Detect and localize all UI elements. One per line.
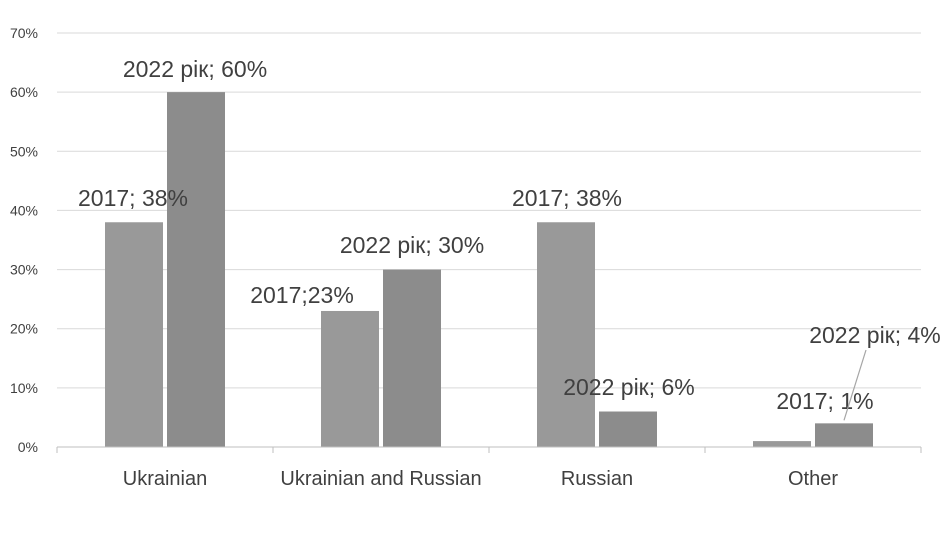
x-category-label: Ukrainian xyxy=(123,468,207,490)
data-label: 2022 рік; 60% xyxy=(123,56,267,82)
y-tick-label: 50% xyxy=(10,143,38,159)
bar-2017 xyxy=(753,441,811,447)
x-category-label: Russian xyxy=(561,468,633,490)
data-label: 2017; 1% xyxy=(776,388,873,414)
bar-2022 xyxy=(815,423,873,447)
data-label: 2022 рік; 4% xyxy=(809,322,941,348)
data-label: 2022 рік; 6% xyxy=(563,374,695,400)
y-tick-label: 10% xyxy=(10,380,38,396)
y-tick-label: 30% xyxy=(10,262,38,278)
data-labels: 2017; 38% 2022 рік; 60% 2017;23% 2022 рік; … xyxy=(78,56,941,421)
bars xyxy=(105,92,873,448)
data-label: 2022 рік; 30% xyxy=(340,232,484,258)
x-category-label: Other xyxy=(788,468,838,490)
bar-2017 xyxy=(321,310,379,447)
y-tick-label: 40% xyxy=(10,202,38,218)
bar-2017 xyxy=(105,222,163,447)
bar-2017 xyxy=(537,222,595,447)
leader-line xyxy=(843,349,867,421)
data-label: 2017;23% xyxy=(250,282,354,308)
y-tick-label: 20% xyxy=(10,321,38,337)
bar-2022 xyxy=(599,411,657,447)
axes: 0% 10% 20% 30% 40% 50% 60% 70% Ukrainian Ukrainia… xyxy=(10,25,922,490)
bar-2022 xyxy=(167,92,225,448)
y-tick-label: 0% xyxy=(18,439,38,455)
data-label: 2017; 38% xyxy=(78,185,188,211)
data-label: 2017; 38% xyxy=(512,185,622,211)
y-tick-label: 60% xyxy=(10,84,38,100)
y-tick-label: 70% xyxy=(10,25,38,41)
x-category-label: Ukrainian and Russian xyxy=(280,468,481,490)
bar-2022 xyxy=(383,269,441,447)
